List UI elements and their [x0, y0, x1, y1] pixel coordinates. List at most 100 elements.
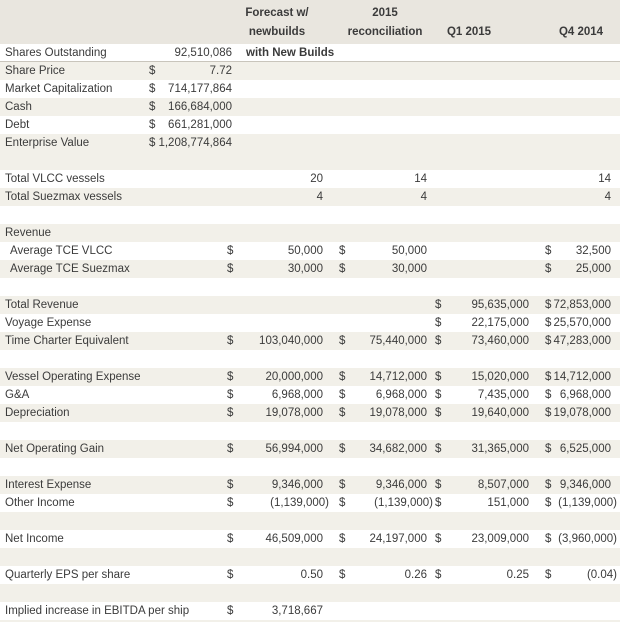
dollar-sign: $ [545, 245, 552, 257]
blank-row [0, 458, 620, 476]
cell-value: 7,435,000 [477, 389, 529, 401]
table-row: Time Charter Equivalent $103,040,000 $75,4… [0, 332, 620, 350]
row-label: Debt [5, 119, 30, 131]
cell-top-value: $1,208,774,864 [147, 134, 232, 152]
table-row: Net Income $46,509,000 $24,197,000 $23,009,… [0, 530, 620, 548]
cell-value: 24,197,000 [369, 533, 427, 545]
row-label: Total Revenue [5, 299, 79, 311]
dollar-sign: $ [227, 497, 234, 509]
dollar-sign: $ [435, 569, 442, 581]
cell-value: 50,000 [391, 245, 427, 257]
dollar-sign: $ [227, 533, 234, 545]
cell-2015-reconciliation: $50,000 [336, 242, 434, 260]
blank-row [0, 422, 620, 440]
dollar-sign: $ [149, 101, 156, 113]
blank-row [0, 584, 620, 602]
dollar-sign: $ [339, 335, 346, 347]
cell-q1-2015: $95,635,000 [432, 296, 536, 314]
cell-value: 14 [414, 173, 427, 185]
cell-top-value: $7.72 [147, 62, 232, 80]
cell-q1-2015: $15,020,000 [432, 368, 536, 386]
blank-row [0, 512, 620, 530]
table-row: G&A $6,968,000 $6,968,000 $7,435,000 $6,968,… [0, 386, 620, 404]
row-label: Enterprise Value [5, 137, 90, 149]
cell-forecast-newbuilds: $19,078,000 [224, 404, 330, 422]
cell-value: 75,440,000 [369, 335, 427, 347]
cell-value: 0.26 [404, 569, 427, 581]
table-row: Share Price $7.72 [0, 62, 620, 80]
dollar-sign: $ [545, 371, 552, 383]
cell-forecast-newbuilds: $30,000 [224, 260, 330, 278]
cell-2015-reconciliation: $9,346,000 [336, 476, 434, 494]
cell-value: 6,968,000 [375, 389, 427, 401]
table-row: Average TCE Suezmax $30,000 $30,000 $25,000 [0, 260, 620, 278]
cell-q4-2014: $25,000 [542, 260, 618, 278]
header-forecast-newbuilds: Forecast w/ newbuilds [224, 4, 330, 42]
dollar-sign: $ [339, 497, 346, 509]
cell-value: (1,139,000) [558, 497, 617, 509]
dollar-sign: $ [435, 299, 442, 311]
cell-value: 47,283,000 [553, 335, 611, 347]
cell-forecast-newbuilds: $9,346,000 [224, 476, 330, 494]
dollar-sign: $ [545, 263, 552, 275]
blank-row [0, 350, 620, 368]
cell-q4-2014: 14 [542, 170, 618, 188]
dollar-sign: $ [227, 605, 234, 617]
row-label: Interest Expense [5, 479, 92, 491]
dollar-sign: $ [227, 479, 234, 491]
dollar-sign: $ [435, 479, 442, 491]
cell-2015-reconciliation: $6,968,000 [336, 386, 434, 404]
table-row: Enterprise Value $1,208,774,864 [0, 134, 620, 152]
cell-forecast-newbuilds: $50,000 [224, 242, 330, 260]
cell-value: 4 [420, 191, 427, 203]
cell-value: 151,000 [487, 497, 529, 509]
row-label: Total Suezmax vessels [5, 191, 122, 203]
dollar-sign: $ [435, 389, 442, 401]
table-row: Total Suezmax vessels 4 4 4 [0, 188, 620, 206]
cell-2015-reconciliation: $75,440,000 [336, 332, 434, 350]
cell-q4-2014: $6,968,000 [542, 386, 618, 404]
cell-value: 25,570,000 [553, 317, 611, 329]
cell-value: 3,718,667 [271, 605, 323, 617]
cell-value: 14,712,000 [369, 371, 427, 383]
dollar-sign: $ [545, 533, 552, 545]
dollar-sign: $ [149, 119, 156, 131]
cell-value: 56,994,000 [265, 443, 323, 455]
row-label: Implied increase in EBITDA per ship [5, 605, 190, 617]
dollar-sign: $ [227, 407, 234, 419]
cell-forecast-newbuilds: $6,968,000 [224, 386, 330, 404]
row-label: Revenue [5, 227, 52, 239]
cell-q1-2015: $151,000 [432, 494, 536, 512]
cell-forecast-newbuilds: 20 [224, 170, 330, 188]
dollar-sign: $ [339, 533, 346, 545]
cell-q4-2014: $47,283,000 [542, 332, 618, 350]
table-row: Total VLCC vessels 20 14 14 [0, 170, 620, 188]
cell-value: 8,507,000 [477, 479, 529, 491]
dollar-sign: $ [545, 497, 552, 509]
cell-q1-2015: $7,435,000 [432, 386, 536, 404]
row-label: Voyage Expense [5, 317, 92, 329]
cell-q1-2015: $22,175,000 [432, 314, 536, 332]
dollar-sign: $ [435, 335, 442, 347]
dollar-sign: $ [339, 263, 346, 275]
dollar-sign: $ [227, 443, 234, 455]
row-label: Time Charter Equivalent [5, 335, 129, 347]
cell-forecast-newbuilds: $46,509,000 [224, 530, 330, 548]
header-forecast-line2: newbuilds [248, 26, 306, 38]
table-row: Total Revenue $95,635,000 $72,853,000 [0, 296, 620, 314]
blank-row [0, 206, 620, 224]
cell-value: 31,365,000 [471, 443, 529, 455]
cell-value: 73,460,000 [471, 335, 529, 347]
cell-value: 19,640,000 [471, 407, 529, 419]
cell-value: 14 [598, 173, 611, 185]
cell-value: 1,208,774,864 [158, 137, 232, 149]
cell-value: 15,020,000 [471, 371, 529, 383]
cell-q4-2014: $25,570,000 [542, 314, 618, 332]
cell-value: 46,509,000 [265, 533, 323, 545]
blank-row [0, 152, 620, 170]
cell-q4-2014: $32,500 [542, 242, 618, 260]
row-label: Net Operating Gain [5, 443, 105, 455]
dollar-sign: $ [545, 407, 552, 419]
blank-row [0, 548, 620, 566]
cell-q1-2015: $0.25 [432, 566, 536, 584]
